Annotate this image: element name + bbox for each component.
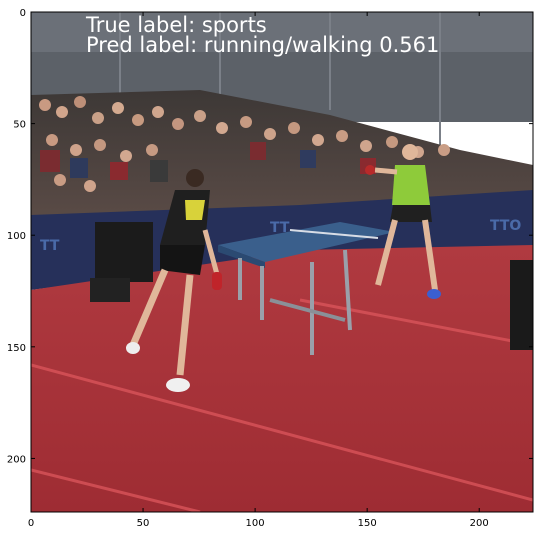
floor-lines (31, 298, 533, 512)
svg-text:TT: TT (270, 220, 290, 236)
ceiling-band (31, 12, 533, 52)
svg-text:TT: TT (40, 238, 60, 254)
crowd-heads (39, 96, 450, 192)
x-tick-label: 150 (358, 518, 377, 529)
x-axis: 0 50 100 150 200 (28, 12, 489, 529)
y-tick-label: 200 (7, 454, 26, 465)
x-tick-label: 0 (28, 518, 34, 529)
y-tick-label: 0 (20, 8, 26, 19)
y-tick-label: 100 (7, 231, 26, 242)
y-axis: 0 50 100 150 200 (7, 8, 533, 465)
pred-label-text: Pred label: running/walking 0.561 (86, 33, 439, 57)
y-tick-label: 50 (13, 120, 26, 131)
x-tick-label: 200 (470, 518, 489, 529)
floor (31, 245, 533, 512)
x-tick-label: 100 (246, 518, 265, 529)
umpire-table (95, 222, 153, 282)
x-tick-label: 50 (137, 518, 150, 529)
right-box (510, 260, 533, 350)
umpire-box (90, 278, 130, 302)
svg-text:TTO: TTO (490, 218, 521, 234)
y-tick-label: 150 (7, 343, 26, 354)
ping-pong-table (218, 222, 395, 355)
true-label-text: True label: sports (85, 13, 267, 37)
player-left (126, 169, 222, 392)
axes-frame (30, 11, 534, 513)
photo: TT TT TTO (31, 12, 533, 512)
player-right (365, 144, 441, 299)
barrier-text: TT TT TTO (40, 218, 521, 254)
